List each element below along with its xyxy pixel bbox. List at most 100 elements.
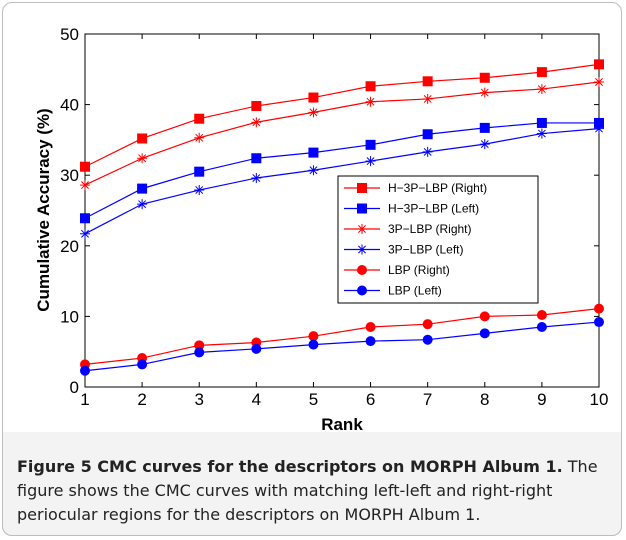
data-point bbox=[80, 161, 90, 172]
data-point bbox=[194, 347, 205, 358]
data-point bbox=[308, 92, 319, 103]
x-tick-label: 9 bbox=[537, 390, 546, 409]
x-tick-label: 6 bbox=[366, 390, 375, 409]
series-line bbox=[84, 128, 600, 235]
data-point bbox=[194, 113, 205, 124]
data-point bbox=[308, 165, 319, 176]
legend-label: H−3P−LBP (Left) bbox=[388, 202, 479, 216]
data-point bbox=[137, 183, 148, 194]
caption-title: Figure 5 CMC curves for the descriptors … bbox=[17, 457, 563, 476]
data-point bbox=[594, 123, 604, 134]
series-1 bbox=[80, 117, 604, 224]
data-point bbox=[422, 319, 433, 330]
legend-label: 3P−LBP (Left) bbox=[388, 243, 464, 257]
legend-marker bbox=[357, 183, 367, 193]
data-point bbox=[251, 117, 262, 128]
ticks-layer: 1 2 3 4 5 6 7 8 9 10 0 10 20 30 40 50 bbox=[60, 25, 608, 409]
legend-marker bbox=[357, 244, 367, 255]
figure-caption: Figure 5 CMC curves for the descriptors … bbox=[17, 455, 617, 527]
data-point bbox=[365, 96, 376, 107]
data-point bbox=[80, 213, 90, 224]
legend-item: H−3P−LBP (Left) bbox=[344, 202, 479, 216]
data-point bbox=[251, 101, 262, 112]
data-point bbox=[479, 87, 490, 98]
series-line bbox=[84, 122, 599, 219]
data-point bbox=[479, 72, 490, 83]
series-line bbox=[84, 308, 600, 366]
y-tick-label: 40 bbox=[60, 96, 79, 115]
series-2 bbox=[80, 77, 604, 191]
series-5 bbox=[80, 317, 604, 376]
data-point bbox=[536, 67, 547, 78]
data-point bbox=[536, 309, 547, 320]
legend: H−3P−LBP (Right) H−3P−LBP (Left) 3P−LBP (R… bbox=[337, 175, 539, 304]
data-point bbox=[422, 334, 433, 345]
legend-label: LBP (Left) bbox=[388, 284, 442, 298]
data-point bbox=[137, 153, 148, 164]
x-tick-label: 8 bbox=[480, 390, 489, 409]
y-tick-label: 10 bbox=[60, 307, 79, 326]
data-point bbox=[251, 343, 262, 354]
data-point bbox=[137, 199, 148, 210]
legend-item: LBP (Left) bbox=[344, 284, 442, 298]
legend-marker bbox=[357, 285, 367, 296]
x-tick-label: 1 bbox=[80, 390, 89, 409]
data-point bbox=[536, 128, 547, 139]
data-point bbox=[479, 139, 490, 150]
legend-item: LBP (Right) bbox=[344, 263, 450, 277]
data-point bbox=[536, 84, 547, 95]
data-point bbox=[80, 180, 90, 191]
data-point bbox=[308, 107, 319, 118]
data-point bbox=[365, 156, 376, 167]
data-point bbox=[594, 59, 604, 70]
y-axis-label: Cumulative Accuracy (%) bbox=[34, 108, 53, 311]
data-point bbox=[594, 317, 604, 328]
series-layer bbox=[80, 59, 604, 376]
data-point bbox=[422, 76, 433, 87]
data-point bbox=[479, 328, 490, 339]
x-tick-label: 7 bbox=[423, 390, 432, 409]
data-point bbox=[594, 77, 604, 88]
x-tick-label: 3 bbox=[194, 390, 203, 409]
legend-item: H−3P−LBP (Right) bbox=[344, 181, 487, 195]
x-tick-label: 4 bbox=[252, 390, 261, 409]
data-point bbox=[365, 139, 376, 150]
legend-label: LBP (Right) bbox=[388, 263, 450, 277]
data-point bbox=[80, 228, 90, 239]
x-tick-label: 10 bbox=[590, 390, 609, 409]
data-point bbox=[594, 303, 604, 314]
x-tick-label: 2 bbox=[137, 390, 146, 409]
legend-item: 3P−LBP (Left) bbox=[344, 243, 464, 257]
data-point bbox=[194, 166, 205, 177]
legend-marker bbox=[357, 265, 367, 275]
caption-body: The figure shows the CMC curves with mat… bbox=[17, 457, 598, 524]
caption-box bbox=[2, 432, 622, 536]
x-axis-label: Rank bbox=[321, 415, 363, 432]
y-tick-label: 50 bbox=[60, 25, 79, 44]
data-point bbox=[251, 153, 262, 164]
y-tick-label: 0 bbox=[70, 378, 79, 397]
data-point bbox=[308, 331, 319, 342]
data-point bbox=[194, 185, 205, 196]
series-line bbox=[84, 63, 600, 168]
data-point bbox=[479, 122, 490, 133]
data-point bbox=[80, 365, 90, 376]
data-point bbox=[365, 321, 376, 332]
data-point bbox=[536, 321, 547, 332]
y-tick-label: 20 bbox=[60, 237, 79, 256]
data-point bbox=[308, 147, 319, 158]
series-line bbox=[84, 81, 600, 186]
legend-marker bbox=[357, 224, 367, 234]
data-point bbox=[536, 117, 547, 128]
legend-label: 3P−LBP (Right) bbox=[388, 222, 472, 236]
y-tick-label: 30 bbox=[60, 166, 79, 185]
series-line bbox=[84, 321, 600, 372]
data-point bbox=[251, 173, 262, 184]
data-point bbox=[365, 336, 376, 347]
legend-item: 3P−LBP (Right) bbox=[344, 222, 472, 236]
data-point bbox=[137, 359, 148, 370]
data-point bbox=[365, 81, 376, 92]
legend-label: H−3P−LBP (Right) bbox=[388, 181, 487, 195]
data-point bbox=[422, 129, 433, 140]
data-point bbox=[422, 93, 433, 104]
